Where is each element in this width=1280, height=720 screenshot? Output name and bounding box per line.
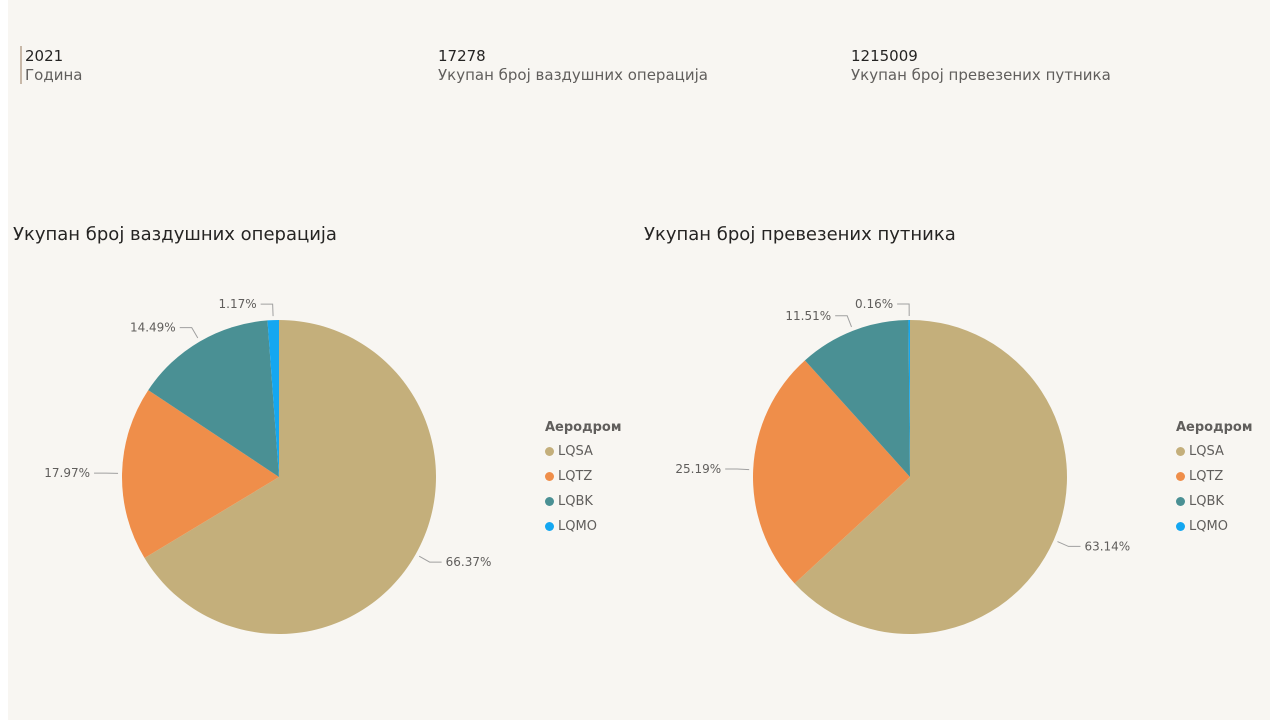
kpi-card-operations[interactable]: 17278 Укупан број ваздушних операција bbox=[438, 47, 708, 85]
legend-item-lqbk[interactable]: LQBK bbox=[545, 489, 621, 514]
kpi-label: Укупан број ваздушних операција bbox=[438, 66, 708, 84]
kpi-card-passengers[interactable]: 1215009 Укупан број превезених путника bbox=[851, 47, 1111, 85]
legend-label: LQTZ bbox=[1189, 469, 1224, 484]
pie-chart-passengers[interactable]: 63.14% 25.19% 11.51% 0.16% bbox=[639, 280, 1159, 660]
legend-label: LQSA bbox=[558, 444, 593, 459]
leader-line-lqbk bbox=[179, 327, 199, 339]
kpi-label: Година bbox=[25, 66, 83, 84]
pie-slice-lqsa[interactable] bbox=[144, 320, 436, 634]
kpi-label: Укупан број превезених путника bbox=[851, 66, 1111, 84]
kpi-value: 17278 bbox=[438, 47, 486, 65]
legend-dot bbox=[1176, 497, 1185, 506]
data-label-lqsa: 66.37% bbox=[446, 555, 492, 569]
leader-line-lqmo bbox=[260, 303, 274, 317]
legend-item-lqmo[interactable]: LQMO bbox=[545, 514, 621, 539]
report-canvas: 2021 Година 17278 Укупан број ваздушних … bbox=[8, 0, 1270, 720]
legend-item-lqtz[interactable]: LQTZ bbox=[1176, 464, 1252, 489]
leader-line-lqbk bbox=[835, 315, 852, 328]
legend-item-lqsa[interactable]: LQSA bbox=[1176, 439, 1252, 464]
pie-slice-lqtz[interactable] bbox=[122, 390, 280, 559]
legend-item-lqtz[interactable]: LQTZ bbox=[545, 464, 621, 489]
leader-line-lqsa bbox=[1057, 541, 1081, 547]
pie-slice-lqbk[interactable] bbox=[804, 320, 910, 477]
legend-title: Аеродром bbox=[545, 420, 622, 435]
chart-title-passengers: Укупан број превезених путника bbox=[644, 224, 956, 245]
legend-item-lqbk[interactable]: LQBK bbox=[1176, 489, 1252, 514]
pie-slice-lqtz[interactable] bbox=[753, 360, 910, 584]
leader-line-lqmo bbox=[897, 303, 910, 317]
legend-dot bbox=[1176, 472, 1185, 481]
legend-item-lqsa[interactable]: LQSA bbox=[545, 439, 621, 464]
legend-item-lqmo[interactable]: LQMO bbox=[1176, 514, 1252, 539]
kpi-card-year[interactable]: 2021 Година bbox=[25, 47, 82, 85]
legend-dot bbox=[545, 472, 554, 481]
legend-dot bbox=[1176, 447, 1185, 456]
legend-label: LQBK bbox=[558, 494, 593, 509]
kpi-value: 2021 bbox=[25, 47, 64, 65]
data-label-lqbk: 11.51% bbox=[785, 309, 831, 323]
kpi-value: 1215009 bbox=[851, 47, 918, 65]
legend-dot bbox=[545, 522, 554, 531]
legend-title: Аеродром bbox=[1176, 420, 1253, 435]
leader-line-lqsa bbox=[418, 555, 442, 563]
legend-passengers: Аеродром LQSA LQTZ LQBK LQMO bbox=[1176, 420, 1252, 539]
kpi-accent-bar bbox=[20, 46, 22, 84]
data-label-lqmo: 1.17% bbox=[219, 297, 257, 311]
legend-dot bbox=[1176, 522, 1185, 531]
legend-label: LQMO bbox=[1189, 519, 1228, 534]
data-label-lqsa: 63.14% bbox=[1084, 539, 1130, 553]
pie-slice-lqsa[interactable] bbox=[794, 320, 1067, 634]
leader-line-lqtz bbox=[725, 468, 750, 471]
pie-slice-lqmo[interactable] bbox=[267, 320, 279, 477]
data-label-lqbk: 14.49% bbox=[130, 321, 176, 335]
chart-title-operations: Укупан број ваздушних операција bbox=[13, 224, 337, 245]
legend-dot bbox=[545, 447, 554, 456]
legend-label: LQMO bbox=[558, 519, 597, 534]
data-label-lqtz: 25.19% bbox=[675, 462, 721, 476]
pie-slice-lqmo[interactable] bbox=[908, 320, 910, 477]
legend-label: LQSA bbox=[1189, 444, 1224, 459]
legend-label: LQBK bbox=[1189, 494, 1224, 509]
legend-dot bbox=[545, 497, 554, 506]
pie-slice-lqbk[interactable] bbox=[148, 320, 279, 477]
legend-operations: Аеродром LQSA LQTZ LQBK LQMO bbox=[545, 420, 621, 539]
legend-label: LQTZ bbox=[558, 469, 593, 484]
pie-chart-operations[interactable]: 66.37% 17.97% 14.49% 1.17% bbox=[8, 280, 528, 660]
data-label-lqtz: 17.97% bbox=[44, 466, 90, 480]
data-label-lqmo: 0.16% bbox=[855, 297, 893, 311]
